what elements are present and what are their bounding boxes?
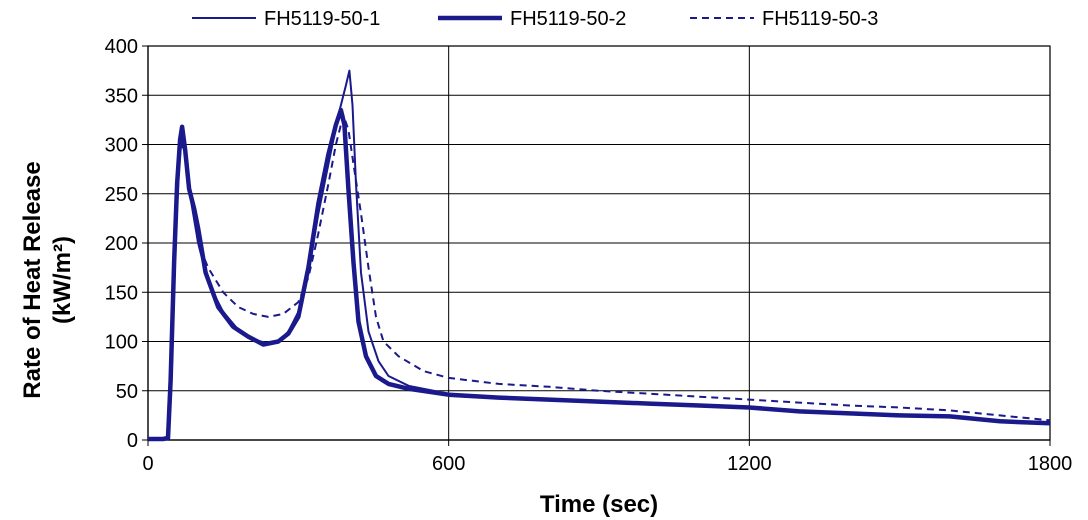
legend-label-3: FH5119-50-3 [762, 8, 878, 30]
x-tick-label: 1800 [1028, 453, 1073, 475]
x-axis-title: Time (sec) [540, 491, 658, 518]
y-tick-label: 350 [105, 85, 138, 107]
series-line-2 [148, 107, 1051, 442]
y-tick-label: 250 [105, 184, 138, 206]
y-tick-label: 150 [105, 282, 138, 304]
y-tick-label: 400 [105, 36, 138, 58]
series-line-3 [148, 114, 1051, 440]
legend-label-2: FH5119-50-2 [510, 8, 626, 30]
grid [147, 45, 1051, 441]
x-axis-ticks: 0 600 1200 1800 [142, 440, 1072, 475]
x-tick-label: 600 [432, 453, 465, 475]
series-lines [148, 69, 1051, 442]
y-axis-title-line2: (kW/m²) [49, 236, 76, 324]
legend-label-1: FH5119-50-1 [264, 8, 380, 30]
y-tick-label: 50 [116, 381, 138, 403]
y-tick-label: 200 [105, 233, 138, 255]
legend: FH5119-50-1 FH5119-50-2 FH5119-50-3 [192, 8, 878, 30]
y-tick-label: 300 [105, 135, 138, 157]
y-tick-label: 0 [127, 430, 138, 452]
x-tick-label: 1200 [727, 453, 772, 475]
x-tick-label: 0 [142, 453, 153, 475]
y-tick-label: 100 [105, 332, 138, 354]
y-axis-title-line1: Rate of Heat Release [19, 161, 46, 398]
y-axis-ticks: 0 50 100 150 200 250 300 350 400 [105, 36, 148, 452]
